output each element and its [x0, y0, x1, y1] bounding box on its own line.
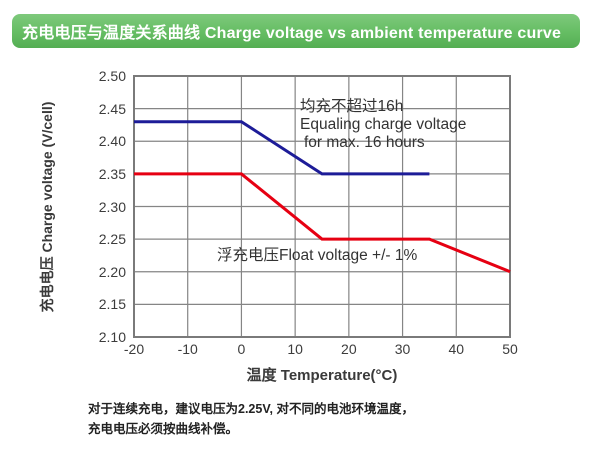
- plot-svg: [133, 75, 511, 338]
- page-title: 充电电压与温度关系曲线 Charge voltage vs ambient te…: [22, 25, 562, 42]
- y-axis-title: 充电电压 Charge voltage (V/cell): [39, 101, 55, 313]
- y-tick-label: 2.20: [98, 263, 126, 280]
- footer-line-1: 对于连续充电，建议电压为2.25V, 对不同的电池环境温度，: [88, 402, 414, 416]
- x-tick-label: 40: [448, 341, 465, 357]
- y-tick-label: 2.45: [98, 100, 126, 117]
- footer-line-2: 充电电压必须按曲线补偿。: [88, 422, 239, 436]
- x-tick-label: 50: [502, 341, 518, 357]
- series-line-0: [134, 120, 430, 176]
- y-tick-label: 2.30: [98, 198, 126, 215]
- chart-area: 充电电压 Charge voltage (V/cell) 温度 Temperat…: [39, 68, 518, 384]
- y-tick-label: 2.15: [98, 296, 126, 313]
- y-tick-label: 2.50: [98, 68, 126, 84]
- x-tick-label: 30: [394, 341, 411, 357]
- x-tick-label: 0: [237, 341, 246, 357]
- x-axis-title: 温度 Temperature(°C): [246, 367, 398, 384]
- x-tick-label: 20: [341, 341, 357, 357]
- x-tick-label: -10: [177, 341, 198, 357]
- annotation-equalizing-line-2: Equaling charge voltage: [300, 116, 467, 133]
- plot-frame: [133, 75, 511, 338]
- y-tick-label: 2.25: [98, 231, 126, 248]
- annotation-equalizing-line-1: 均充不超过16h: [300, 98, 404, 115]
- annotation-equalizing-line-3: for max. 16 hours: [304, 134, 425, 151]
- x-tick-label: -20: [123, 341, 145, 357]
- title-bar: 充电电压与温度关系曲线 Charge voltage vs ambient te…: [12, 14, 580, 48]
- y-tick-label: 2.40: [98, 133, 126, 150]
- annotation-float: 浮充电压Float voltage +/- 1%: [217, 247, 418, 264]
- x-tick-label: 10: [287, 341, 303, 357]
- footer-note: 对于连续充电，建议电压为2.25V, 对不同的电池环境温度， 充电电压必须按曲线…: [88, 399, 414, 439]
- y-tick-label: 2.10: [98, 329, 126, 345]
- y-tick-label: 2.35: [98, 165, 126, 182]
- annotation-equalizing: 均充不超过16h Equaling charge voltage for max…: [300, 98, 466, 152]
- series-line-1: [134, 172, 511, 274]
